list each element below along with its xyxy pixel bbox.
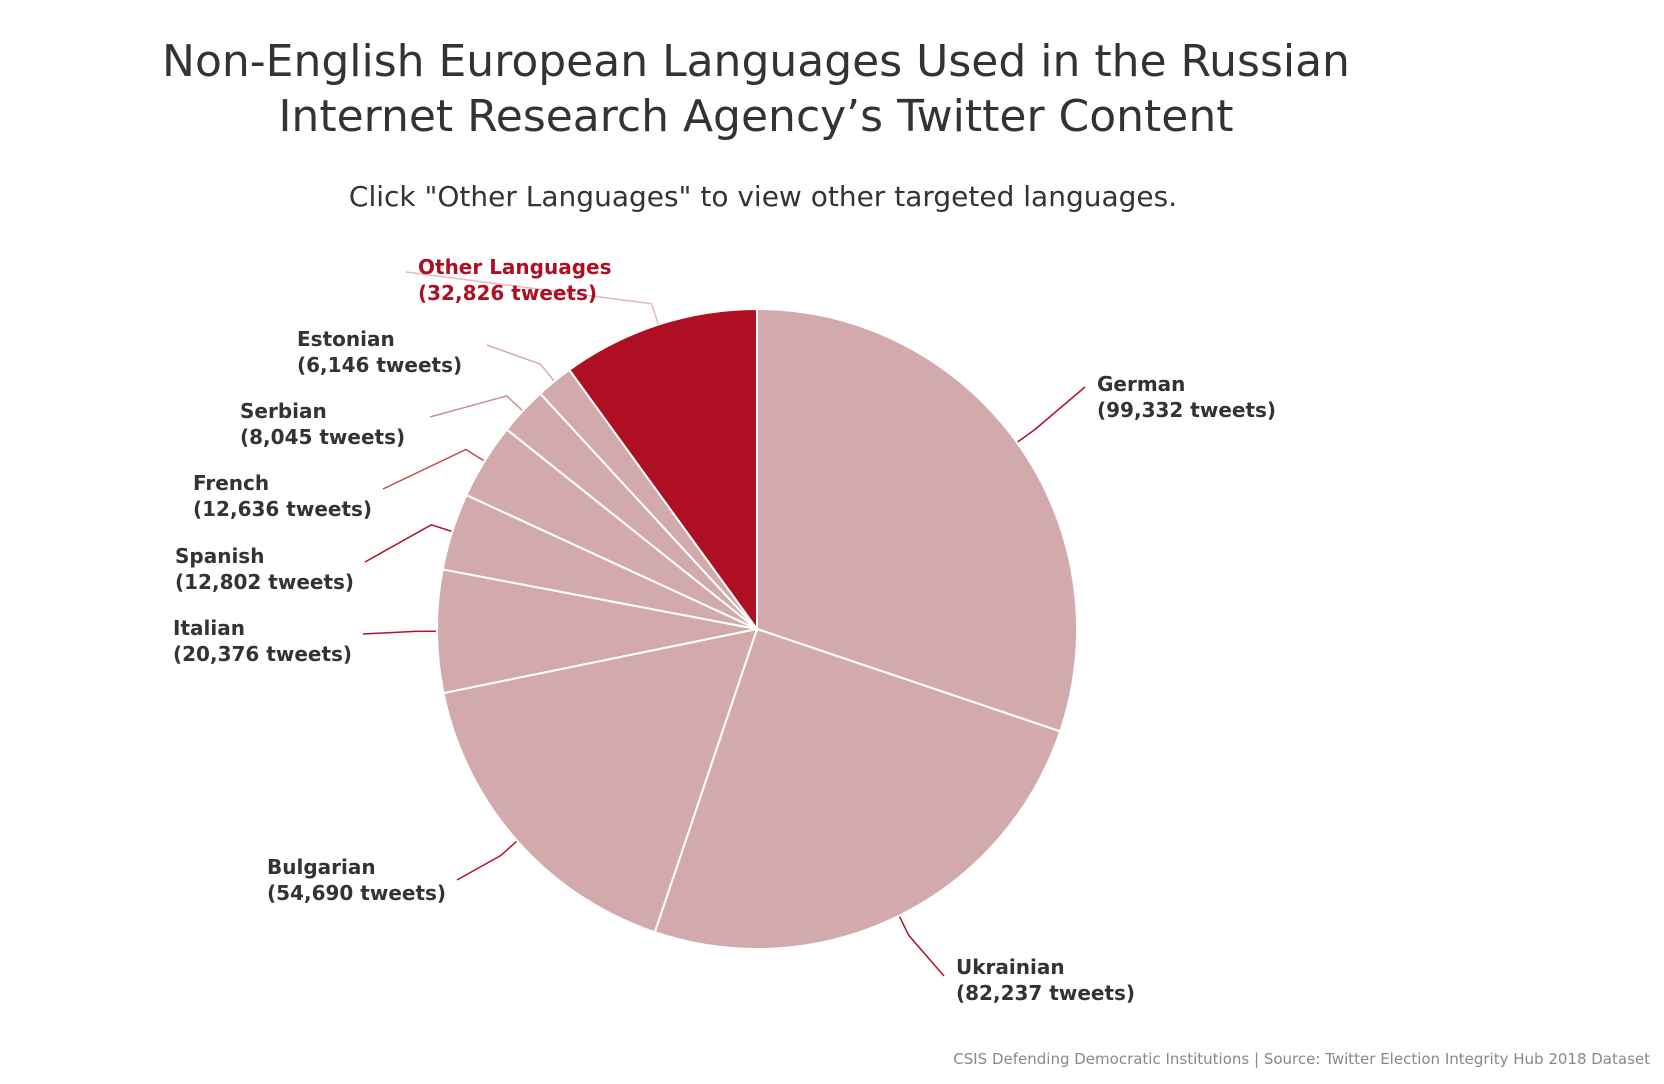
connector-ukrainian bbox=[898, 915, 945, 977]
connector-other-languages bbox=[405, 271, 660, 325]
pie-slice-bulgarian bbox=[442, 627, 759, 934]
data-label-value-serbian: (8,045 tweets) bbox=[240, 425, 405, 449]
data-label-value-spanish: (12,802 tweets) bbox=[175, 570, 354, 594]
data-label-name-french: French bbox=[193, 471, 269, 495]
data-label-name-german: German bbox=[1097, 372, 1185, 396]
connector-bulgarian bbox=[456, 840, 518, 881]
data-label-name-other-languages[interactable]: Other Languages bbox=[418, 255, 612, 279]
chart-subtitle: Click "Other Languages" to view other ta… bbox=[349, 180, 1177, 213]
data-label-name-spanish: Spanish bbox=[175, 544, 264, 568]
label-layer: German(99,332 tweets) Ukrainian(82,237 tw… bbox=[173, 255, 1276, 1005]
connector-french bbox=[382, 448, 485, 490]
chart-title-line-1: Non-English European Languages Used in t… bbox=[162, 36, 1350, 87]
data-label-value-french: (12,636 tweets) bbox=[193, 497, 372, 521]
connector-serbian bbox=[429, 395, 524, 418]
data-label-name-bulgarian: Bulgarian bbox=[267, 855, 376, 879]
pie-slice-ukrainian bbox=[653, 627, 1062, 950]
data-label-value-other-languages[interactable]: (32,826 tweets) bbox=[418, 281, 597, 305]
data-label-value-italian: (20,376 tweets) bbox=[173, 642, 352, 666]
data-label-value-german: (99,332 tweets) bbox=[1097, 398, 1276, 422]
pie-slice-italian bbox=[436, 568, 758, 695]
pie-slice-other-languages[interactable] bbox=[567, 307, 758, 633]
connector-german bbox=[1016, 386, 1086, 444]
chart-credits[interactable]: CSIS Defending Democratic Institutions |… bbox=[953, 1050, 1650, 1068]
connector-spanish bbox=[364, 523, 453, 563]
connector-italian bbox=[362, 630, 438, 635]
data-label-name-ukrainian: Ukrainian bbox=[956, 955, 1065, 979]
data-label-name-serbian: Serbian bbox=[240, 399, 327, 423]
slice-layer bbox=[436, 307, 1079, 950]
connector-estonian bbox=[486, 344, 555, 382]
data-label-value-ukrainian: (82,237 tweets) bbox=[956, 981, 1135, 1005]
connector-layer bbox=[362, 271, 1086, 977]
pie-slice-german bbox=[756, 307, 1079, 733]
chart-title-line-2: Internet Research Agency’s Twitter Conte… bbox=[278, 91, 1233, 142]
data-label-name-estonian: Estonian bbox=[297, 327, 395, 351]
data-label-value-estonian: (6,146 tweets) bbox=[297, 353, 462, 377]
data-label-name-italian: Italian bbox=[173, 616, 245, 640]
data-label-value-bulgarian: (54,690 tweets) bbox=[267, 881, 446, 905]
